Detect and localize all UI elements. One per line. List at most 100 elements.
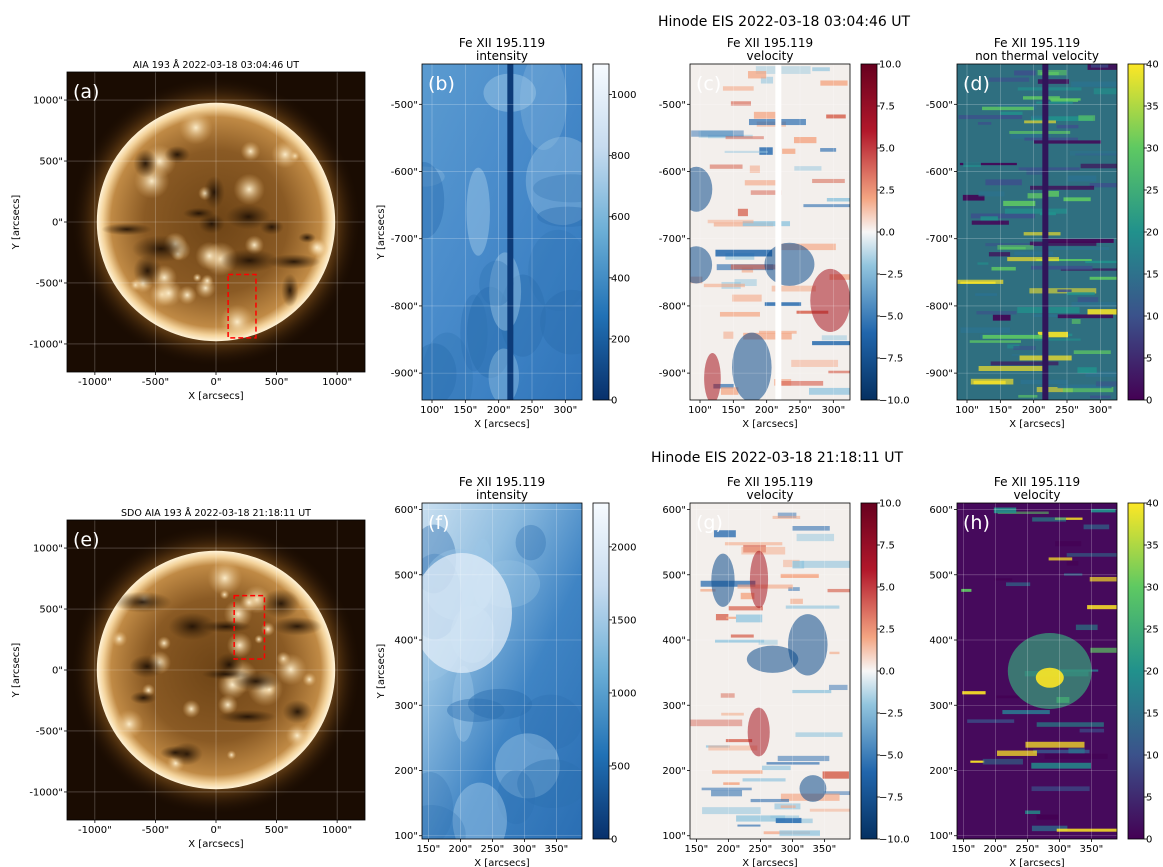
ntv-streak [1090, 647, 1117, 653]
ntv-streak [1000, 111, 1023, 115]
velocity-streak [715, 249, 773, 257]
ntv-streak [1077, 367, 1097, 374]
axes-frame [421, 502, 583, 840]
colorbar-tick-label: 5.0 [879, 144, 895, 155]
x-tick-label: 150" [453, 405, 477, 416]
colorbar-tick-label: 2000 [611, 542, 636, 553]
ntv-streak [959, 162, 1017, 166]
panel-subtitle: velocity [747, 49, 794, 63]
aia-bright-region [302, 672, 317, 687]
velocity-streak [812, 341, 850, 346]
panel-image [422, 64, 582, 400]
x-tick-label: 250" [520, 405, 544, 416]
data-gap-stripe [507, 64, 514, 400]
y-tick-label: 400" [662, 636, 686, 647]
ntv-streak [1071, 81, 1117, 87]
aia-bright-region [219, 304, 255, 340]
aia-dark-region [259, 219, 284, 235]
aia-dark-region [164, 145, 191, 164]
aia-bright-region [217, 694, 238, 715]
panel-a: (a) AIA 193 Å 2022-03-18 03:04:46 UT -1000… [11, 59, 366, 402]
y-tick-label: 600" [394, 505, 418, 516]
velocity-streak [809, 808, 850, 812]
x-tick-label: 500" [265, 377, 289, 388]
y-tick-label: 300" [394, 701, 418, 712]
x-tick-label: 100" [955, 405, 979, 416]
intensity-structure [452, 665, 475, 742]
velocity-streak [742, 778, 786, 782]
panel-image [957, 64, 1117, 400]
ntv-streak [1089, 576, 1117, 582]
colorbar-tick-label: 15 [1146, 270, 1159, 281]
y-tick-label: -600" [391, 167, 418, 178]
y-tick-label: 100" [662, 831, 686, 842]
y-tick-label: 300" [929, 701, 953, 712]
velocity-streak [822, 771, 849, 779]
velocity-streak [702, 807, 761, 815]
ntv-streak [1036, 258, 1092, 262]
ntv-streak [993, 507, 1017, 514]
velocity-blob [787, 614, 828, 676]
intensity-structure [525, 136, 582, 226]
x-axis-label: X [arcsecs] [742, 419, 798, 430]
aia-bright-region [233, 173, 265, 205]
x-tick-label: 250" [788, 405, 812, 416]
ntv-streak [1091, 508, 1116, 513]
velocity-streak [709, 164, 743, 169]
y-tick-label: 600" [662, 505, 686, 516]
intensity-structure [540, 289, 582, 355]
y-axis-label: Y [arcsecs] [11, 195, 22, 251]
velocity-streak [758, 639, 778, 645]
x-tick-label: 200" [1022, 405, 1046, 416]
y-tick-label: -700" [926, 234, 953, 245]
colorbar-tick-label: 7.5 [879, 541, 895, 552]
panel-e: (e) SDO AIA 193 Å 2022-03-18 21:18:11 UT -… [11, 507, 366, 850]
velocity-streak [826, 197, 850, 202]
panel-image [957, 503, 1117, 839]
velocity-streak [715, 639, 765, 643]
panel-label: (a) [73, 81, 99, 103]
eis-fov-box [233, 594, 266, 660]
y-axis-label: Y [arcsecs] [376, 205, 387, 261]
velocity-streak [812, 178, 845, 184]
intensity-structure [422, 161, 445, 239]
velocity-streak [730, 101, 751, 106]
velocity-streak [742, 221, 791, 227]
ntv-streak [982, 334, 1049, 339]
x-tick-label: -1000" [78, 377, 112, 388]
velocity-streak [725, 136, 764, 140]
eis-fov-box [227, 273, 257, 339]
velocity-streak [783, 559, 800, 568]
ntv-streak [1071, 301, 1117, 307]
ntv-streak [1014, 251, 1054, 256]
colorbar-tick-label: 400 [611, 273, 630, 284]
ntv-streak [985, 179, 1022, 186]
velocity-streak [698, 130, 733, 138]
panel-title: Fe XII 195.119 [459, 36, 545, 50]
velocity-streak [780, 573, 819, 578]
velocity-streak [775, 817, 802, 824]
colorbar-tick-label: 2.5 [879, 625, 895, 636]
ntv-streak [978, 191, 1005, 197]
ntv-streak [992, 314, 1011, 321]
ntv-streak [1031, 265, 1093, 270]
ntv-streak [1067, 175, 1097, 182]
x-tick-label: 150" [685, 844, 709, 855]
velocity-streak [715, 614, 729, 621]
velocity-streak [791, 359, 839, 367]
intensity-structure [422, 166, 445, 187]
ntv-streak [962, 194, 985, 201]
velocity-streak [736, 815, 786, 822]
aia-dark-region [129, 654, 165, 679]
ntv-streak [1089, 276, 1117, 280]
velocity-streak [780, 380, 824, 386]
y-tick-label: 1000" [33, 96, 63, 107]
x-tick-label: 0" [211, 377, 222, 388]
aia-bright-region [274, 653, 307, 686]
ntv-streak [997, 244, 1034, 250]
ntv-streak [997, 511, 1049, 514]
ntv-streak [1054, 517, 1083, 520]
velocity-streak [826, 114, 846, 119]
panel-label: (e) [73, 529, 100, 551]
